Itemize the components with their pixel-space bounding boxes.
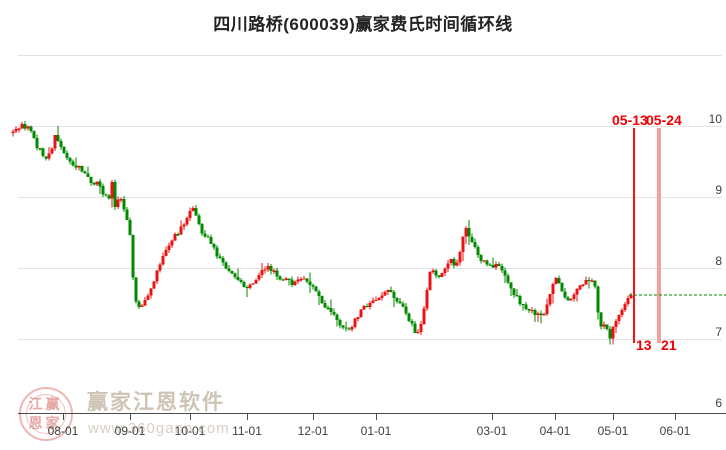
- gridline-h: [18, 55, 722, 56]
- x-axis-line: [18, 413, 726, 414]
- watermark-url: www.360gann.com: [88, 420, 230, 437]
- x-axis-tick: [247, 413, 248, 420]
- watermark-logo-char: 江: [28, 396, 43, 412]
- gridline-h: [18, 197, 722, 198]
- x-axis-tick: [613, 413, 614, 420]
- gridline-h: [18, 339, 722, 340]
- x-axis-tick: [63, 413, 64, 420]
- x-axis-tick: [313, 413, 314, 420]
- gridline-h: [18, 268, 722, 269]
- chart-title: 四川路桥(600039)赢家费氏时间循环线: [213, 15, 513, 34]
- watermark-logo-char: 恩: [28, 415, 43, 431]
- watermark-name: 赢家江恩软件: [87, 391, 225, 414]
- watermark-logo-char: 赢: [45, 396, 60, 412]
- candlestick-series: [11, 121, 633, 345]
- watermark-logo-characters: 江赢恩家: [26, 394, 66, 434]
- watermark-logo-char: 家: [45, 415, 60, 431]
- cycle-line: [657, 128, 661, 343]
- watermark-logo: 江赢恩家: [19, 387, 73, 441]
- gridline-h: [18, 126, 722, 127]
- x-axis-tick: [190, 413, 191, 420]
- x-axis-tick: [492, 413, 493, 420]
- cycle-line: [633, 128, 635, 343]
- x-axis-tick: [130, 413, 131, 420]
- x-axis-tick: [555, 413, 556, 420]
- x-axis-tick: [376, 413, 377, 420]
- x-axis-tick: [675, 413, 676, 420]
